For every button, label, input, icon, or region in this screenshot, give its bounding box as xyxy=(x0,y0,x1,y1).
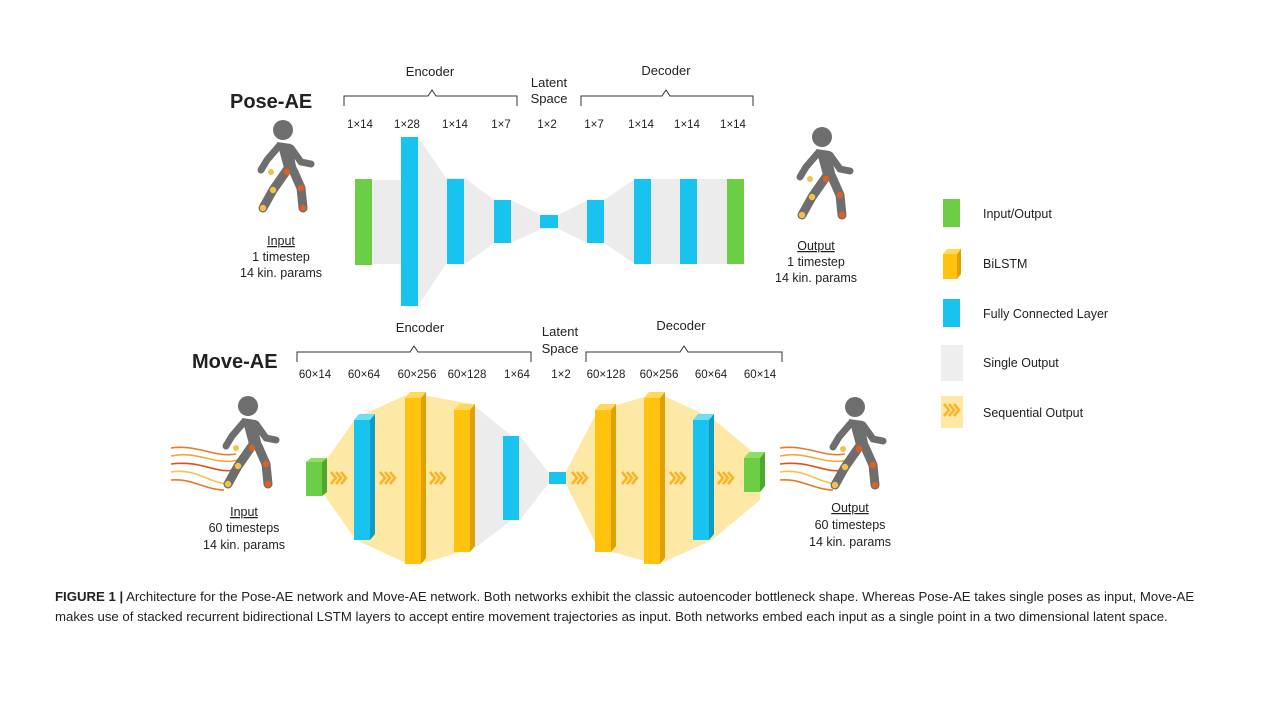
legend-item-label: Sequential Output xyxy=(983,406,1084,420)
move-input-layer xyxy=(306,458,327,496)
pose-latent-layer xyxy=(540,215,558,228)
pose-output-layer xyxy=(727,179,744,264)
yellow-3d-block-icon xyxy=(943,249,961,279)
pose-latent-label-1: Latent xyxy=(531,75,568,90)
pose-decoder-label: Decoder xyxy=(641,63,691,78)
move-decoder-label: Decoder xyxy=(656,318,706,333)
move-output-line1: 60 timesteps xyxy=(815,518,886,532)
pose-fc-layer xyxy=(680,179,697,264)
pose-fc-layer xyxy=(447,179,464,264)
architecture-diagram: Pose-AE Encoder Latent Space Decoder 1×1… xyxy=(170,63,1108,564)
pose-dim: 1×14 xyxy=(347,119,374,131)
pose-dim: 1×14 xyxy=(674,119,701,131)
move-bilstm-layer xyxy=(454,404,475,552)
legend: Input/Output BiLSTM Fully Connected Laye… xyxy=(941,199,1108,428)
pose-decoder-brace xyxy=(580,89,754,106)
pose-input-line2: 14 kin. params xyxy=(240,266,322,280)
move-fc-layer xyxy=(693,414,714,540)
move-latent-label-1: Latent xyxy=(542,324,579,339)
move-encoder-label: Encoder xyxy=(396,320,445,335)
move-fc-layer xyxy=(354,414,375,540)
pose-encoder-brace xyxy=(343,89,518,106)
move-output-label: Output xyxy=(831,501,869,515)
move-bilstm-layer xyxy=(405,392,426,564)
pose-input-layer xyxy=(355,179,372,265)
move-dim: 60×128 xyxy=(448,369,487,381)
move-dim: 1×64 xyxy=(504,369,531,381)
grey-block-icon xyxy=(941,345,963,381)
move-output-layer xyxy=(744,452,765,492)
pose-dim: 1×14 xyxy=(442,119,469,131)
pose-output-line2: 14 kin. params xyxy=(775,271,857,285)
legend-item-label: Single Output xyxy=(983,356,1059,370)
pose-fc-layer xyxy=(494,200,511,243)
pose-input-walker-icon xyxy=(260,120,311,211)
pose-dim: 1×14 xyxy=(720,119,747,131)
move-dim: 60×14 xyxy=(299,369,332,381)
move-latent-label-2: Space xyxy=(542,341,579,356)
move-dim: 60×14 xyxy=(744,369,777,381)
move-output-walker-icon xyxy=(832,397,883,488)
green-block-icon xyxy=(943,199,960,227)
move-dim: 60×128 xyxy=(587,369,626,381)
move-input-label: Input xyxy=(230,505,258,519)
pose-latent-label-2: Space xyxy=(531,91,568,106)
pose-dim: 1×7 xyxy=(491,119,511,131)
pose-dim: 1×14 xyxy=(628,119,655,131)
pose-fc-layer xyxy=(634,179,651,264)
move-dim: 60×64 xyxy=(348,369,381,381)
move-bilstm-layer xyxy=(595,404,616,552)
pose-output-line1: 1 timestep xyxy=(787,255,845,269)
pose-input-label: Input xyxy=(267,234,295,248)
pose-dim: 1×7 xyxy=(584,119,604,131)
move-fc-layer xyxy=(503,436,519,520)
caption-text: Architecture for the Pose-AE network and… xyxy=(55,589,1195,624)
move-dim: 60×256 xyxy=(640,369,679,381)
move-dim: 60×64 xyxy=(695,369,728,381)
legend-item-label: Input/Output xyxy=(983,207,1052,221)
cyan-block-icon xyxy=(943,299,960,327)
move-input-walker-icon xyxy=(225,396,276,487)
move-encoder-brace xyxy=(296,345,532,362)
pose-input-line1: 1 timestep xyxy=(252,250,310,264)
move-decoder-brace xyxy=(585,345,783,362)
legend-item-label: BiLSTM xyxy=(983,257,1027,271)
pose-fc-layer xyxy=(401,137,418,306)
move-latent-layer xyxy=(549,472,566,484)
caption-prefix: FIGURE 1 | xyxy=(55,589,124,604)
pose-dim: 1×2 xyxy=(537,119,557,131)
move-input-line1: 60 timesteps xyxy=(209,521,280,535)
move-input-line2: 14 kin. params xyxy=(203,538,285,552)
move-ae-title: Move-AE xyxy=(192,351,278,373)
pose-fc-layer xyxy=(587,200,604,243)
pose-dim: 1×28 xyxy=(394,119,420,131)
move-dim: 1×2 xyxy=(551,369,571,381)
pose-encoder-label: Encoder xyxy=(406,64,455,79)
move-dim: 60×256 xyxy=(398,369,437,381)
pose-output-label: Output xyxy=(797,239,835,253)
pose-output-walker-icon xyxy=(799,127,850,218)
legend-item-label: Fully Connected Layer xyxy=(983,307,1108,321)
pose-ae-title: Pose-AE xyxy=(230,91,312,113)
figure-caption: FIGURE 1 | Architecture for the Pose-AE … xyxy=(55,587,1235,627)
move-bilstm-layer xyxy=(644,392,665,564)
move-output-line2: 14 kin. params xyxy=(809,535,891,549)
